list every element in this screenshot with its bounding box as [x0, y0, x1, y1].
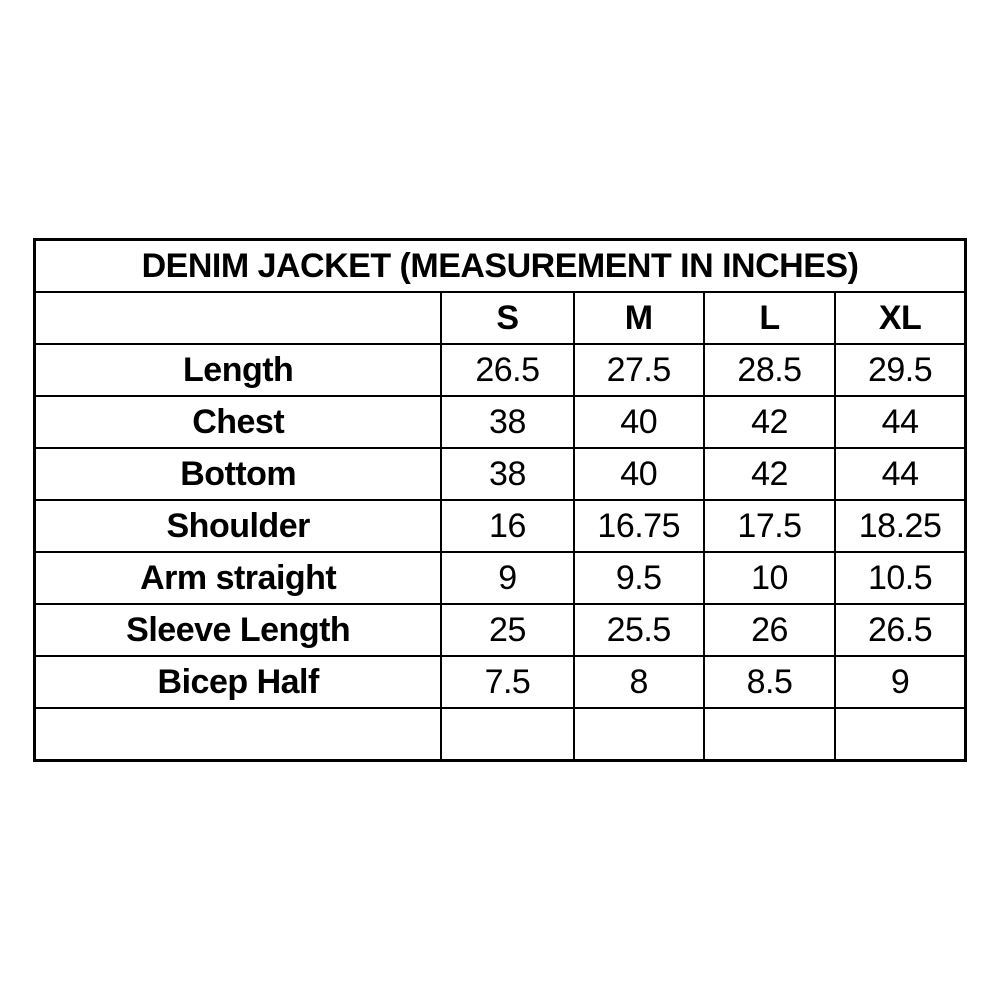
row-label: Bicep Half [33, 655, 443, 709]
value-cell: 26.5 [440, 343, 575, 397]
empty-cell [702, 707, 837, 762]
value-cell: 17.5 [702, 499, 837, 553]
value-cell: 26 [702, 603, 837, 657]
empty-cell [33, 707, 443, 762]
row-label: Length [33, 343, 443, 397]
value-cell: 10 [702, 551, 837, 605]
header-size-m: M [572, 291, 705, 345]
table-row-chest: Chest 38 40 42 44 [33, 395, 967, 449]
size-chart-table: DENIM JACKET (MEASUREMENT IN INCHES) S M… [33, 238, 967, 762]
value-cell: 27.5 [572, 343, 705, 397]
value-cell: 10.5 [834, 551, 967, 605]
value-cell: 42 [702, 447, 837, 501]
table-row-bicep-half: Bicep Half 7.5 8 8.5 9 [33, 655, 967, 709]
value-cell: 16.75 [572, 499, 705, 553]
empty-cell [440, 707, 575, 762]
table-row-arm-straight: Arm straight 9 9.5 10 10.5 [33, 551, 967, 605]
table-row-sleeve-length: Sleeve Length 25 25.5 26 26.5 [33, 603, 967, 657]
value-cell: 38 [440, 395, 575, 449]
empty-cell [572, 707, 705, 762]
value-cell: 9.5 [572, 551, 705, 605]
value-cell: 29.5 [834, 343, 967, 397]
header-size-xl: XL [834, 291, 967, 345]
value-cell: 44 [834, 447, 967, 501]
header-size-l: L [702, 291, 837, 345]
header-row: S M L XL [33, 291, 967, 345]
row-label: Sleeve Length [33, 603, 443, 657]
value-cell: 42 [702, 395, 837, 449]
value-cell: 9 [834, 655, 967, 709]
value-cell: 25 [440, 603, 575, 657]
empty-cell [834, 707, 967, 762]
row-label: Shoulder [33, 499, 443, 553]
value-cell: 44 [834, 395, 967, 449]
table-row-empty [33, 707, 967, 762]
value-cell: 26.5 [834, 603, 967, 657]
value-cell: 28.5 [702, 343, 837, 397]
title-row: DENIM JACKET (MEASUREMENT IN INCHES) [33, 238, 967, 293]
value-cell: 7.5 [440, 655, 575, 709]
header-empty-cell [33, 291, 443, 345]
row-label: Arm straight [33, 551, 443, 605]
header-size-s: S [440, 291, 575, 345]
table-row-bottom: Bottom 38 40 42 44 [33, 447, 967, 501]
value-cell: 18.25 [834, 499, 967, 553]
value-cell: 25.5 [572, 603, 705, 657]
value-cell: 9 [440, 551, 575, 605]
value-cell: 16 [440, 499, 575, 553]
row-label: Bottom [33, 447, 443, 501]
value-cell: 40 [572, 447, 705, 501]
value-cell: 8 [572, 655, 705, 709]
table-title: DENIM JACKET (MEASUREMENT IN INCHES) [33, 238, 967, 293]
value-cell: 40 [572, 395, 705, 449]
row-label: Chest [33, 395, 443, 449]
value-cell: 8.5 [702, 655, 837, 709]
table-row-length: Length 26.5 27.5 28.5 29.5 [33, 343, 967, 397]
table-row-shoulder: Shoulder 16 16.75 17.5 18.25 [33, 499, 967, 553]
value-cell: 38 [440, 447, 575, 501]
